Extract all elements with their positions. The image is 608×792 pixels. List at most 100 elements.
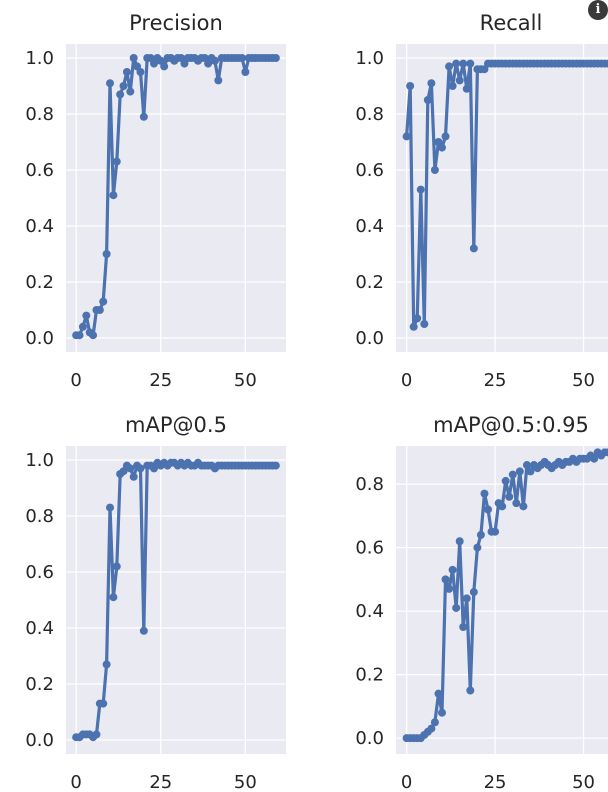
map50-95-point (508, 470, 517, 479)
map50-chart: 0.0 0.2 0.4 0.6 0.8 1.0 0 25 50 mAP@0.5 (25, 413, 286, 792)
map50-95-point (469, 588, 478, 597)
map50-title: mAP@0.5 (125, 413, 227, 437)
map50-ytick-label: 0.4 (25, 618, 54, 639)
map50-xtick-label: 25 (149, 772, 172, 792)
recall-point (416, 185, 425, 194)
map50-95-point (476, 530, 485, 539)
map50-95-ytick-label: 0.8 (355, 474, 384, 495)
recall-point (423, 96, 432, 104)
map50-95-point (519, 502, 528, 511)
recall-point (420, 320, 429, 328)
precision-point (112, 157, 121, 166)
recall-point (452, 59, 461, 68)
recall-point (441, 132, 450, 141)
precision-point (75, 331, 84, 340)
recall-ytick-label: 0.8 (355, 104, 384, 125)
recall-point (448, 82, 457, 90)
map50-95-point (473, 543, 482, 552)
precision-point (99, 297, 108, 306)
map50-95-point (590, 454, 599, 463)
recall-xtick-label: 0 (401, 370, 412, 391)
recall-point (413, 314, 422, 323)
precision-point (78, 322, 87, 331)
precision-xtick-label: 25 (149, 370, 172, 391)
precision-point (160, 62, 169, 71)
recall-point (466, 59, 475, 68)
precision-point (210, 56, 219, 65)
precision-ytick-label: 0.8 (25, 104, 54, 125)
precision-point (136, 68, 145, 76)
precision-point (95, 306, 104, 314)
precision-point (238, 54, 246, 62)
map50-point (106, 503, 114, 512)
recall-ytick-label: 0.0 (355, 328, 384, 349)
precision-point (214, 76, 223, 85)
precision-xtick-label: 50 (234, 370, 257, 391)
map50-95-point (505, 492, 514, 501)
recall-point (409, 322, 418, 331)
precision-point (89, 331, 98, 340)
map50-95-xtick-label: 0 (401, 772, 412, 792)
recall-point (462, 84, 471, 93)
precision-point (102, 250, 111, 258)
map50-95-point (522, 461, 531, 470)
precision-ytick-label: 0.6 (25, 160, 54, 181)
recall-point (469, 244, 478, 253)
map50-95-point (445, 584, 454, 593)
recall-xtick-label: 50 (572, 370, 595, 391)
map50-xtick-label: 50 (234, 772, 257, 792)
precision-title: Precision (129, 11, 223, 35)
map50-ytick-label: 0.8 (25, 506, 54, 527)
recall-point (406, 82, 415, 90)
precision-point (241, 68, 250, 76)
map50-95-chart: 0.0 0.2 0.4 0.6 0.8 0 25 50 mAP@0.5:0.95 (355, 413, 608, 792)
map50-ytick-label: 1.0 (25, 450, 54, 471)
map50-ytick-label: 0.6 (25, 562, 54, 583)
precision-point (139, 112, 148, 121)
map50-95-plot-area (396, 446, 608, 754)
map50-95-point (515, 467, 524, 476)
info-icon[interactable]: i (588, 0, 608, 20)
recall-ytick-label: 0.2 (355, 272, 384, 293)
map50-95-point (455, 537, 464, 546)
recall-point (427, 79, 436, 88)
map50-95-title: mAP@0.5:0.95 (433, 413, 589, 437)
map50-95-point (498, 502, 507, 511)
map50-95-point (491, 527, 500, 536)
map50-point (136, 464, 145, 473)
map50-95-point (480, 489, 489, 498)
recall-point (445, 62, 454, 71)
recall-point (455, 76, 464, 85)
precision-ytick-label: 0.0 (25, 328, 54, 349)
recall-point (604, 59, 608, 68)
map50-95-point (459, 622, 468, 631)
recall-ytick-label: 0.4 (355, 216, 384, 237)
recall-title: Recall (480, 11, 543, 35)
precision-ytick-label: 0.2 (25, 272, 54, 293)
map50-95-point (526, 467, 535, 476)
map50-point (271, 461, 280, 470)
map50-95-point (462, 594, 471, 603)
precision-point (271, 54, 280, 62)
map50-point (92, 730, 101, 739)
map50-95-point (441, 575, 450, 584)
recall-chart: 0.0 0.2 0.4 0.6 0.8 1.0 0 25 50 Recall (355, 11, 608, 391)
map50-xtick-label: 0 (70, 772, 81, 792)
precision-point (116, 90, 125, 99)
map50-95-point (448, 565, 457, 574)
precision-point (122, 68, 131, 76)
precision-point (109, 191, 118, 200)
map50-95-point (452, 603, 461, 612)
map50-95-point (501, 476, 510, 485)
map50-95-ytick-label: 0.0 (355, 728, 384, 749)
precision-point (126, 87, 135, 96)
map50-point (109, 593, 118, 602)
map50-point (126, 464, 135, 473)
map50-95-point (438, 708, 446, 717)
precision-point (106, 79, 114, 88)
recall-point (430, 166, 439, 174)
precision-chart: 0.0 0.2 0.4 0.6 0.8 1.0 0 25 50 Precision (25, 11, 286, 391)
precision-plot-area (66, 44, 286, 352)
recall-xtick-label: 25 (484, 370, 507, 391)
map50-point (99, 699, 108, 708)
